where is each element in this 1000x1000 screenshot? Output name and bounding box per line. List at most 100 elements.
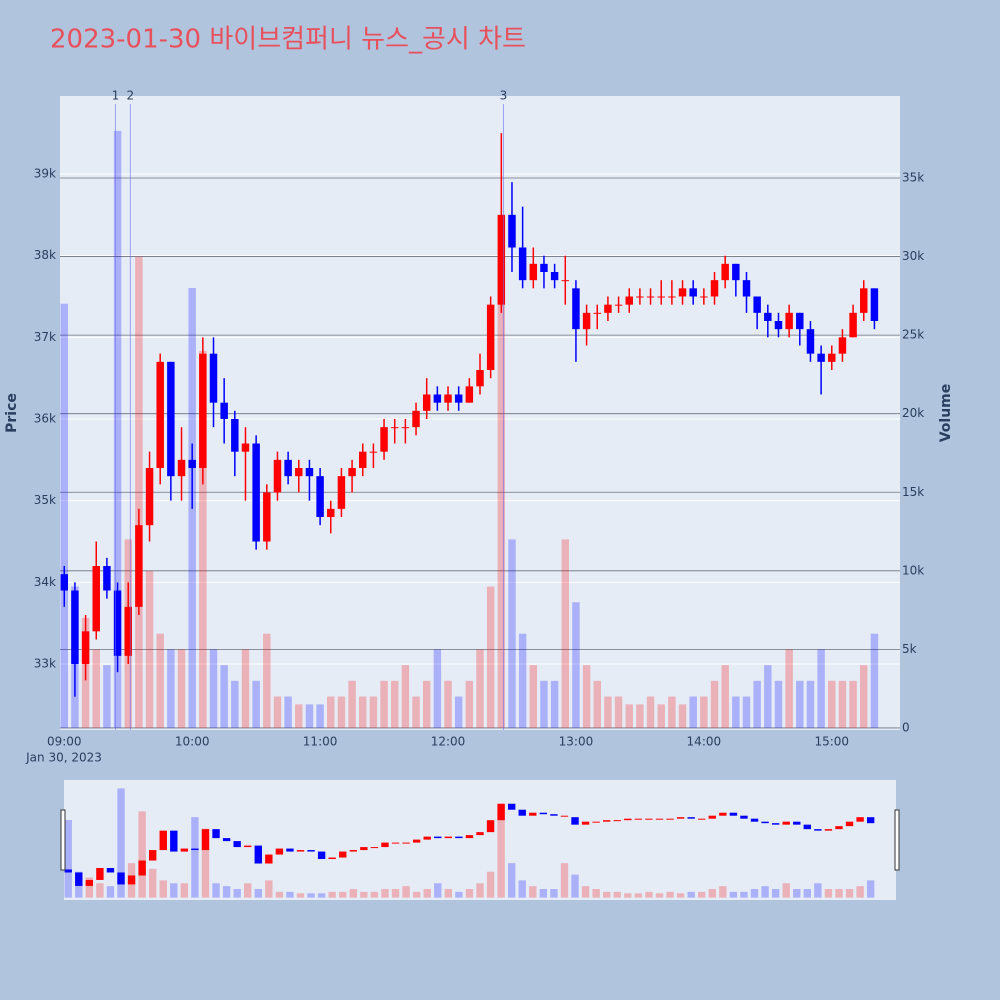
volume-bar (156, 633, 164, 728)
candle-body (774, 320, 783, 330)
volume-bar (454, 696, 463, 728)
mini-candle (687, 817, 695, 819)
mini-volume-bar (465, 889, 474, 898)
y2-tick-label: 20k (902, 406, 924, 420)
mini-candle (624, 818, 632, 821)
mini-volume-bar (191, 817, 199, 898)
mini-candle (592, 821, 600, 823)
mini-volume-bar (148, 868, 157, 898)
volume-bar (518, 633, 527, 728)
candle-body (401, 427, 410, 429)
candle-body (518, 247, 527, 281)
x-tick-label: 10:00 (175, 735, 210, 749)
volume-bar (657, 704, 665, 728)
mini-volume-bar (476, 883, 484, 898)
candle-body (412, 410, 420, 428)
mini-volume-bar (740, 891, 748, 898)
mini-volume-bar (645, 891, 653, 898)
mini-candle (85, 879, 94, 886)
candle-body (103, 566, 111, 591)
volume-bar (433, 649, 442, 728)
volume-bar (785, 649, 793, 728)
mini-candle (423, 836, 431, 840)
candle-body (625, 296, 633, 305)
candle-body (199, 353, 207, 469)
mini-volume-bar (698, 891, 706, 898)
mini-volume-bar (560, 863, 569, 898)
mini-volume-bar (402, 886, 410, 898)
candle-body (710, 280, 719, 297)
slider-handle[interactable] (894, 809, 900, 871)
mini-volume-bar (212, 883, 220, 898)
x-tick-label: 14:00 (687, 735, 722, 749)
mini-volume-bar (370, 891, 379, 898)
mini-volume-bar (339, 891, 347, 898)
candle-body (81, 631, 90, 665)
candle-body (220, 402, 228, 420)
candle-body (145, 468, 154, 526)
mini-volume-bar (550, 889, 558, 898)
volume-bar (60, 303, 68, 728)
mini-volume-bar (634, 893, 643, 898)
candle-body (582, 312, 591, 330)
mini-candle (381, 842, 389, 848)
mini-candle (856, 817, 864, 822)
volume-bar (220, 665, 228, 728)
mini-volume-bar (64, 820, 72, 898)
mini-volume-bar (328, 891, 336, 898)
mini-candle (750, 818, 759, 822)
candle-body (359, 451, 367, 469)
slider-handle[interactable] (60, 809, 66, 871)
mini-candle (497, 803, 505, 821)
mini-candle (138, 860, 146, 876)
mini-candle (676, 817, 685, 819)
mini-candle (127, 875, 136, 885)
mini-volume-bar (771, 889, 780, 898)
volume-bar (369, 696, 378, 728)
mini-candle (793, 821, 801, 825)
volume-bar (828, 680, 836, 728)
candle-body (700, 296, 708, 298)
range-slider[interactable] (64, 780, 896, 900)
mini-candle (476, 832, 484, 836)
volume-bar (774, 680, 783, 728)
volume-bar (305, 704, 314, 728)
mini-candle (824, 829, 833, 831)
candle-body (188, 459, 196, 469)
mini-candle (645, 818, 653, 820)
mini-volume-bar (814, 883, 822, 898)
volume-bar (732, 696, 740, 728)
mini-volume-bar (307, 893, 315, 898)
mini-candle (75, 872, 83, 886)
mini-volume-bar (835, 889, 843, 898)
mini-volume-bar (412, 891, 421, 898)
mini-candle (180, 848, 189, 852)
mini-candle (771, 823, 780, 825)
mini-volume-bar (159, 880, 167, 898)
volume-bar (678, 704, 687, 728)
mini-volume-bar (265, 880, 273, 898)
mini-candle (201, 829, 210, 851)
candle-body (305, 468, 314, 477)
mini-volume-bar (761, 886, 769, 898)
mini-volume-bar (507, 863, 516, 898)
candle-body (444, 394, 452, 403)
volume-bar (263, 633, 271, 728)
candle-body (295, 468, 303, 477)
mini-candle (391, 842, 400, 844)
mini-volume-bar (444, 889, 453, 898)
candle-body (252, 443, 260, 542)
mini-candle (412, 839, 421, 843)
candle-body (124, 606, 132, 656)
volume-bar (252, 680, 260, 728)
mini-candle (360, 847, 368, 851)
x-tick-label: 11:00 (303, 735, 338, 749)
candle-body (135, 525, 143, 607)
volume-bar (764, 665, 772, 728)
mini-volume-bar (201, 828, 210, 898)
volume-bar (497, 256, 506, 728)
volume-bar (614, 696, 623, 728)
x-tick-label: 15:00 (814, 735, 849, 749)
mini-candle (339, 851, 347, 858)
